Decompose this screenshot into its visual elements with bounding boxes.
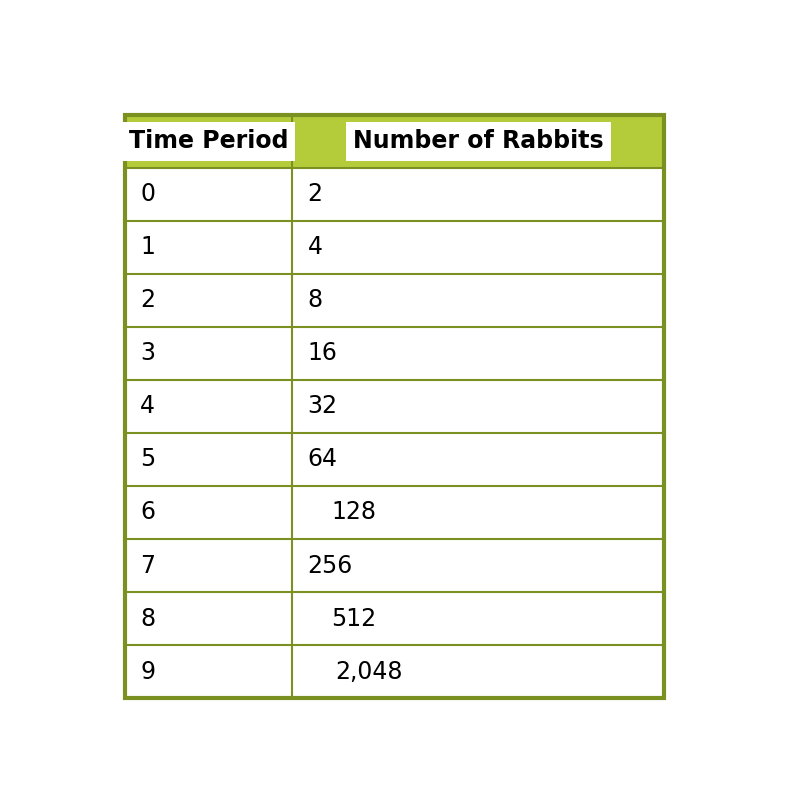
Text: 6: 6: [140, 501, 155, 525]
Text: 4: 4: [308, 235, 322, 259]
Bar: [125, 539, 664, 592]
Bar: [125, 274, 664, 326]
Text: 256: 256: [308, 554, 353, 578]
Bar: [125, 115, 664, 168]
Text: 32: 32: [308, 394, 338, 418]
Text: 3: 3: [140, 342, 155, 366]
Text: 2: 2: [308, 182, 322, 206]
Bar: [125, 433, 664, 486]
Text: 512: 512: [331, 606, 376, 630]
Bar: [125, 645, 664, 698]
Text: 64: 64: [308, 447, 338, 471]
Text: 16: 16: [308, 342, 338, 366]
Text: 9: 9: [140, 660, 155, 684]
Bar: [125, 380, 664, 433]
Text: Time Period: Time Period: [129, 130, 288, 154]
Text: 7: 7: [140, 554, 155, 578]
Bar: [125, 592, 664, 645]
Text: 1: 1: [140, 235, 155, 259]
Text: 8: 8: [140, 606, 155, 630]
Bar: [125, 486, 664, 539]
Bar: [125, 221, 664, 274]
Text: 2: 2: [140, 288, 155, 312]
Text: 2,048: 2,048: [335, 660, 402, 684]
Bar: [125, 115, 664, 698]
Text: 5: 5: [140, 447, 155, 471]
Text: 4: 4: [140, 394, 155, 418]
Text: Number of Rabbits: Number of Rabbits: [353, 130, 603, 154]
Bar: [125, 168, 664, 221]
Text: 128: 128: [331, 501, 376, 525]
Text: 0: 0: [140, 182, 155, 206]
Text: 8: 8: [308, 288, 323, 312]
Bar: [125, 326, 664, 380]
